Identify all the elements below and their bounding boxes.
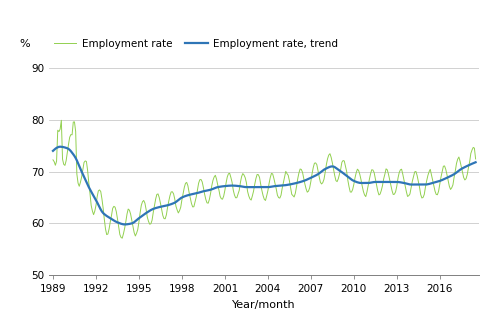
Text: %: % bbox=[19, 39, 30, 49]
Employment rate bbox=[150, 211, 156, 214]
Employment rate bbox=[121, 232, 126, 236]
Employment rate, trend bbox=[430, 181, 436, 185]
X-axis label: Year/month: Year/month bbox=[233, 300, 296, 310]
Line: Employment rate, trend: Employment rate, trend bbox=[53, 147, 476, 224]
Employment rate bbox=[50, 158, 56, 162]
Employment rate bbox=[259, 188, 265, 192]
Employment rate, trend bbox=[285, 183, 291, 187]
Legend: Employment rate, Employment rate, trend: Employment rate, Employment rate, trend bbox=[49, 35, 342, 53]
Employment rate bbox=[119, 236, 125, 240]
Employment rate, trend bbox=[150, 207, 156, 211]
Employment rate, trend bbox=[83, 180, 89, 184]
Employment rate bbox=[473, 157, 479, 161]
Line: Employment rate: Employment rate bbox=[53, 120, 476, 238]
Employment rate bbox=[285, 173, 291, 177]
Employment rate, trend bbox=[259, 185, 265, 189]
Employment rate, trend bbox=[119, 222, 125, 226]
Employment rate, trend bbox=[50, 149, 56, 153]
Employment rate, trend bbox=[473, 160, 479, 164]
Employment rate bbox=[430, 178, 436, 182]
Employment rate bbox=[58, 118, 64, 122]
Employment rate, trend bbox=[57, 145, 63, 148]
Employment rate, trend bbox=[122, 222, 127, 226]
Employment rate bbox=[83, 160, 89, 164]
